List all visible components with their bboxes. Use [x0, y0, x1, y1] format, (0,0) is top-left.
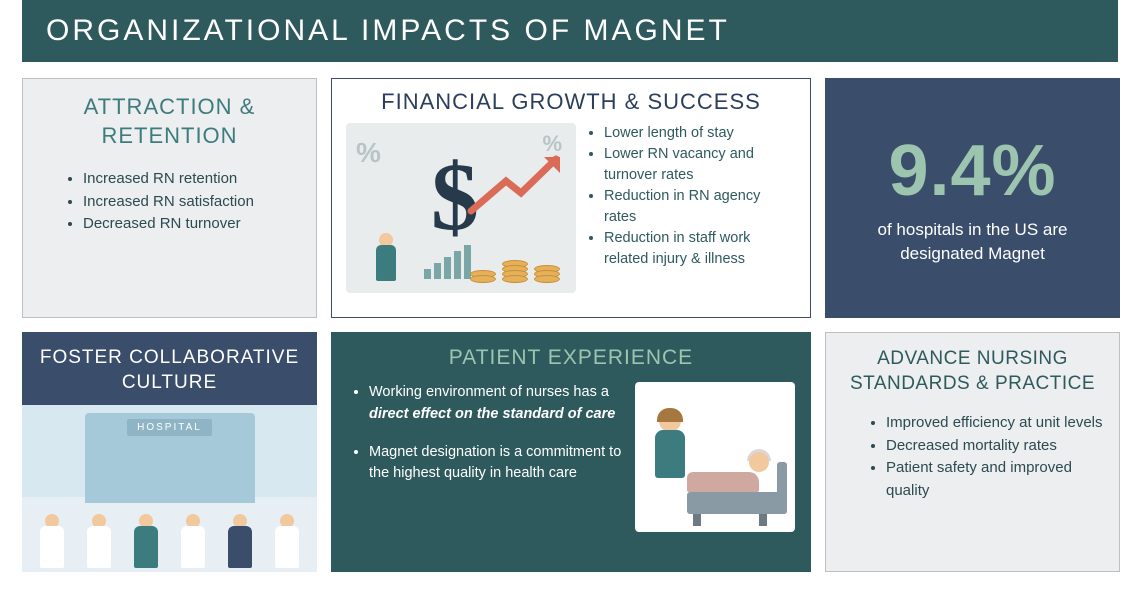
nurse-icon: [655, 410, 685, 478]
patient-heading: PATIENT EXPERIENCE: [347, 346, 795, 370]
list-item: Decreased RN turnover: [83, 213, 300, 236]
list-item: Patient safety and improved quality: [886, 457, 1103, 502]
list-item: Decreased mortality rates: [886, 435, 1103, 458]
card-financial: FINANCIAL GROWTH & SUCCESS % % $: [331, 78, 811, 318]
financial-illustration: % % $: [346, 123, 576, 293]
financial-heading: FINANCIAL GROWTH & SUCCESS: [346, 89, 796, 115]
growth-arrow-icon: [466, 151, 566, 221]
patient-illustration: [635, 382, 795, 532]
stat-value: 9.4%: [888, 130, 1056, 212]
hospital-building-icon: HOSPITAL: [85, 413, 255, 503]
attraction-heading: ATTRACTION & RETENTION: [39, 93, 300, 150]
card-advance: ADVANCE NURSING STANDARDS & PRACTICE Imp…: [825, 332, 1120, 572]
list-item: Lower RN vacancy and turnover rates: [604, 144, 796, 186]
people-row: [22, 514, 317, 568]
financial-list: Lower length of stay Lower RN vacancy an…: [586, 123, 796, 270]
list-item: Reduction in RN agency rates: [604, 186, 796, 228]
foster-illustration: HOSPITAL: [22, 405, 317, 572]
list-item: Improved efficiency at unit levels: [886, 412, 1103, 435]
stat-caption: of hospitals in the US are designated Ma…: [841, 218, 1104, 266]
card-stat: 9.4% of hospitals in the US are designat…: [825, 78, 1120, 318]
card-attraction: ATTRACTION & RETENTION Increased RN rete…: [22, 78, 317, 318]
foster-heading: FOSTER COLLABORATIVE CULTURE: [22, 332, 317, 405]
coins-icon: [470, 263, 560, 283]
list-item: Lower length of stay: [604, 123, 796, 144]
patient-list: Working environment of nurses has a dire…: [347, 382, 623, 532]
bar-chart-icon: [424, 245, 471, 279]
list-item: Magnet designation is a commitment to th…: [369, 442, 623, 486]
attraction-list: Increased RN retention Increased RN sati…: [39, 168, 300, 236]
card-foster: FOSTER COLLABORATIVE CULTURE HOSPITAL: [22, 332, 317, 572]
advance-list: Improved efficiency at unit levels Decre…: [842, 412, 1103, 502]
hospital-sign: HOSPITAL: [127, 419, 212, 436]
advance-heading: ADVANCE NURSING STANDARDS & PRACTICE: [842, 347, 1103, 396]
list-item: Working environment of nurses has a dire…: [369, 382, 623, 426]
card-patient: PATIENT EXPERIENCE Working environment o…: [331, 332, 811, 572]
hospital-bed-icon: [687, 464, 787, 514]
list-item: Reduction in staff work related injury &…: [604, 228, 796, 270]
page-title: ORGANIZATIONAL IMPACTS OF MAGNET: [22, 0, 1118, 62]
card-grid: ATTRACTION & RETENTION Increased RN rete…: [22, 78, 1118, 572]
person-icon: [376, 233, 396, 281]
list-item: Increased RN satisfaction: [83, 191, 300, 214]
list-item: Increased RN retention: [83, 168, 300, 191]
